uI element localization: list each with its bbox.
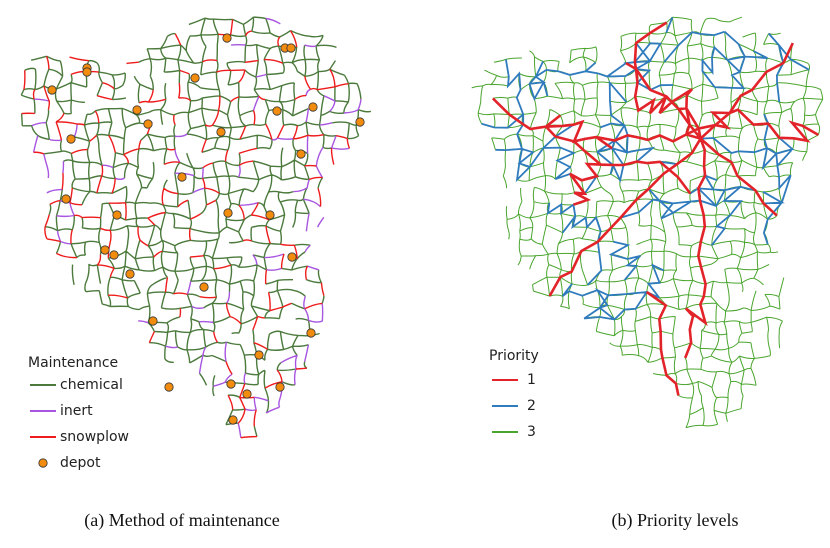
map-priority xyxy=(472,17,823,428)
depot-marker xyxy=(223,34,231,42)
depot-marker xyxy=(224,209,232,217)
depot-marker xyxy=(297,150,305,158)
depot-marker xyxy=(191,74,199,82)
legend-label: 1 xyxy=(527,372,536,388)
depot-marker xyxy=(309,103,317,111)
depot-marker xyxy=(126,270,134,278)
legend-title: Priority xyxy=(489,348,539,364)
depot-marker xyxy=(287,44,295,52)
depot-marker xyxy=(110,251,118,259)
legend-label: 3 xyxy=(527,424,536,440)
depot-marker xyxy=(356,118,364,126)
depot-marker xyxy=(229,416,237,424)
road-network xyxy=(493,23,818,396)
depot-marker xyxy=(200,283,208,291)
depot-marker xyxy=(178,173,186,181)
depot-marker xyxy=(113,211,121,219)
depot-marker xyxy=(307,329,315,337)
road-network xyxy=(472,17,823,428)
depot-marker xyxy=(255,351,263,359)
depot-marker xyxy=(83,68,91,76)
depot-marker xyxy=(276,383,284,391)
legend-title: Maintenance xyxy=(28,355,118,371)
depot-marker xyxy=(165,383,173,391)
caption: (b) Priority levels xyxy=(612,510,739,531)
legend-label: snowplow xyxy=(60,429,129,445)
depot-marker xyxy=(273,107,281,115)
depot-marker xyxy=(149,317,157,325)
depot-marker xyxy=(266,211,274,219)
road-network xyxy=(482,17,809,319)
depot-marker xyxy=(243,390,251,398)
legend-label: 2 xyxy=(527,398,536,414)
figure: Maintenance Priority (a) Method of maint… xyxy=(0,0,830,548)
depot-marker xyxy=(144,120,152,128)
depot-marker xyxy=(288,253,296,261)
map-maintenance xyxy=(21,17,371,438)
depot-marker xyxy=(227,380,235,388)
depot-marker xyxy=(67,135,75,143)
depot-marker xyxy=(62,195,70,203)
depot-marker xyxy=(48,86,56,94)
depot-marker xyxy=(101,246,109,254)
depot-marker xyxy=(133,106,141,114)
legend-label: depot xyxy=(60,455,101,471)
legend-label: inert xyxy=(60,403,93,419)
legend-label: chemical xyxy=(60,377,123,393)
depot-marker xyxy=(217,128,225,136)
caption: (a) Method of maintenance xyxy=(84,510,279,531)
legend-symbol xyxy=(39,459,47,467)
